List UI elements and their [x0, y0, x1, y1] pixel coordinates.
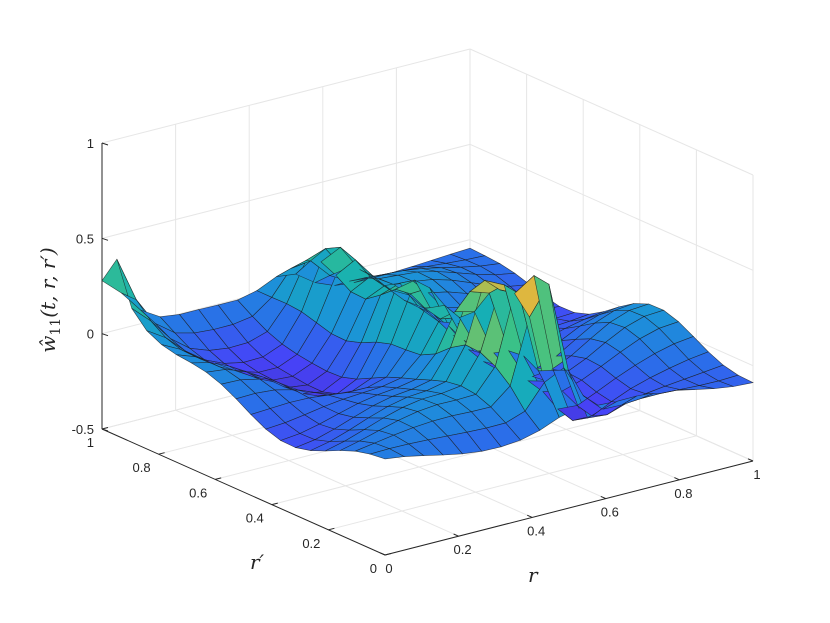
y-tick-label-2: 0.4	[246, 511, 264, 526]
y-tick-mark-0	[384, 553, 392, 556]
z-tick-mark-0	[101, 428, 109, 432]
x-tick-mark-2	[526, 514, 533, 518]
z-tick-label-0: -0.5	[72, 422, 94, 437]
grid-line-floor-x-1	[175, 409, 459, 537]
grid-line-side-z-3	[469, 48, 754, 176]
x-tick-label-3: 0.6	[601, 505, 619, 520]
grid-line-back-z-3	[101, 48, 471, 144]
y-tick-mark-5	[101, 427, 109, 430]
x-axis-line	[384, 460, 754, 556]
y-tick-mark-3	[215, 477, 222, 480]
svg-text:ŵ11(t, r, r′): ŵ11(t, r, r′)	[36, 247, 64, 353]
z-tick-mark-2	[101, 237, 109, 241]
grid-line-back-z-2	[101, 143, 471, 239]
z-axis-label-base: ŵ	[36, 336, 60, 353]
x-tick-label-5: 1	[753, 467, 760, 482]
z-tick-label-1: 0	[87, 327, 94, 342]
x-tick-mark-4	[674, 477, 680, 481]
surface-patch-18-0	[717, 374, 754, 387]
grid-line-floor-y-1	[328, 435, 697, 531]
y-tick-label-3: 0.6	[189, 485, 207, 500]
x-tick-label-2: 0.4	[527, 523, 545, 538]
axes-frame	[101, 142, 754, 556]
y-tick-mark-4	[158, 452, 165, 455]
y-tick-label-0: 0	[370, 561, 377, 576]
surface	[101, 246, 754, 460]
z-axis-label-sub: 11	[48, 318, 64, 336]
x-tick-mark-0	[379, 552, 386, 556]
y-tick-label-5: 1	[87, 435, 94, 450]
grid-line-side-z-1	[469, 239, 754, 367]
y-tick-mark-2	[271, 502, 278, 506]
grid-line-side-z-2	[469, 143, 754, 271]
x-tick-mark-1	[453, 533, 459, 537]
x-axis-label: r	[528, 563, 539, 587]
y-axis-label: r′	[250, 550, 265, 574]
z-tick-label-3: 1	[87, 136, 94, 151]
z-axis-label-args: (t, r, r′)	[36, 247, 60, 318]
x-tick-mark-3	[600, 495, 607, 500]
y-tick-label-1: 0.2	[302, 536, 320, 551]
y-axis-line	[101, 428, 386, 556]
grid-line-floor-y-2	[271, 410, 640, 506]
z-axis-label: ŵ11(t, r, r′)	[36, 247, 64, 353]
y-tick-label-4: 0.8	[133, 460, 151, 475]
x-tick-label-0: 0	[385, 561, 392, 576]
y-tick-mark-1	[328, 527, 335, 531]
z-tick-label-2: 0.5	[76, 231, 94, 246]
x-tick-mark-5	[747, 458, 754, 462]
z-tick-mark-1	[101, 333, 109, 337]
x-tick-label-1: 0.2	[454, 542, 472, 557]
z-tick-mark-3	[101, 142, 109, 146]
x-tick-label-4: 0.8	[674, 486, 692, 501]
